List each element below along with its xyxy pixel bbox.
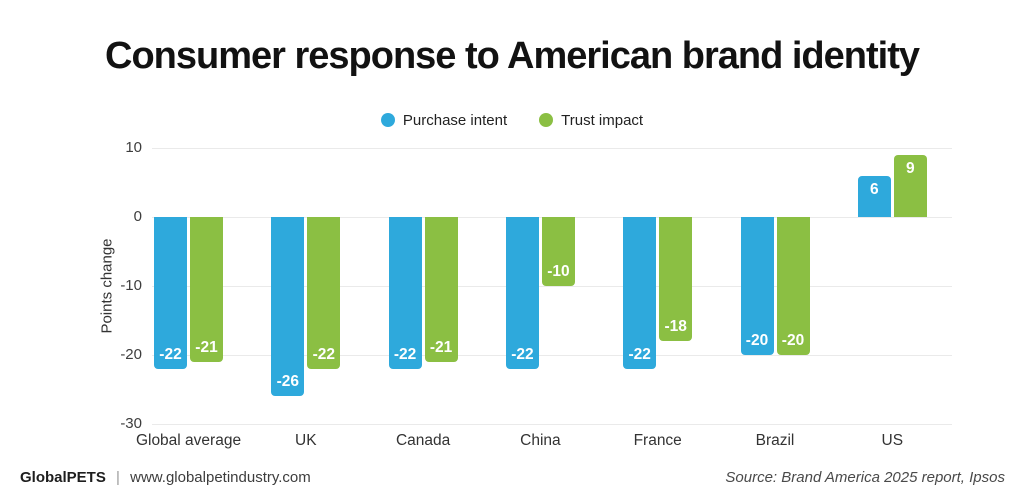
bar-purchase-intent-brazil: -20 [740, 217, 774, 355]
bar-value-label: -22 [628, 345, 651, 363]
gridline--30 [152, 424, 952, 425]
gridline--10 [152, 286, 952, 287]
legend-dot-icon [539, 113, 554, 127]
y-tick-label--10: -10 [120, 277, 142, 294]
y-tick-label-10: 10 [125, 139, 142, 156]
bar-value-label: -22 [511, 345, 534, 363]
bar-value-label: -22 [159, 345, 182, 363]
bar-value-label: 9 [905, 159, 915, 177]
gridline-10 [152, 148, 952, 149]
bar-value-label: -20 [781, 332, 805, 349]
bar-trust-impact-china: -10 [541, 217, 575, 286]
bar-value-label: -22 [312, 345, 335, 363]
bar-trust-impact-canada: -21 [424, 217, 458, 362]
brand-name: GlobalPETS [20, 469, 106, 486]
y-tick-label-0: 0 [133, 208, 142, 225]
bar-value-label: -26 [276, 373, 299, 391]
legend-label: Purchase intent [402, 111, 508, 129]
footer-site-url: www.globalpetindustry.com [130, 469, 311, 486]
plot-area: Points change 10 0 -10 -20 -30 -22 -21 Global a… [99, 139, 952, 449]
category-label-france: France [633, 432, 682, 449]
bar-trust-impact-us: 9 [893, 154, 927, 217]
category-label-canada: Canada [395, 432, 451, 449]
category-label-brazil: Brazil [755, 432, 795, 449]
legend-item-purchase-intent: Purchase intent [380, 111, 508, 129]
category-label-global-average: Global average [135, 432, 242, 449]
bar-purchase-intent-global-average: -22 [154, 217, 187, 369]
bar-purchase-intent-us: 6 [857, 175, 891, 217]
category-label-uk: UK [295, 432, 317, 449]
bar-purchase-intent-france: -22 [623, 217, 657, 369]
source-note: Source: Brand America 2025 report, Ipsos [725, 469, 1005, 486]
legend: Purchase intent Trust impact [0, 109, 1024, 131]
legend-dot-icon [380, 113, 395, 127]
bar-value-label: -18 [664, 318, 687, 336]
gridline--20 [152, 355, 952, 356]
bar-trust-impact-uk: -22 [307, 217, 341, 369]
chart-title: Consumer response to American brand iden… [105, 35, 920, 77]
legend-label: Trust impact [561, 111, 644, 129]
bar-value-label: -20 [745, 332, 769, 349]
bar-value-label: -22 [393, 345, 417, 363]
legend-item-trust-impact: Trust impact [539, 112, 643, 129]
footer-divider: | [116, 469, 120, 486]
category-label-china: China [520, 432, 561, 449]
bar-trust-impact-global-average: -21 [190, 217, 223, 362]
bar-value-label: -10 [547, 263, 570, 280]
bar-purchase-intent-uk: -26 [271, 217, 305, 397]
bar-purchase-intent-canada: -22 [388, 217, 422, 369]
y-tick-label--20: -20 [120, 346, 142, 363]
footer-attribution: GlobalPETS | www.globalpetindustry.com [20, 469, 311, 486]
category-label-us: US [881, 432, 904, 449]
bar-trust-impact-brazil: -20 [776, 217, 810, 355]
bar-purchase-intent-china: -22 [505, 217, 539, 369]
bar-value-label: -21 [195, 338, 218, 356]
bar-trust-impact-france: -18 [659, 217, 693, 342]
bar-value-label: 6 [869, 180, 879, 198]
bar-value-label: -21 [429, 338, 453, 356]
y-tick-label--30: -30 [120, 415, 142, 432]
